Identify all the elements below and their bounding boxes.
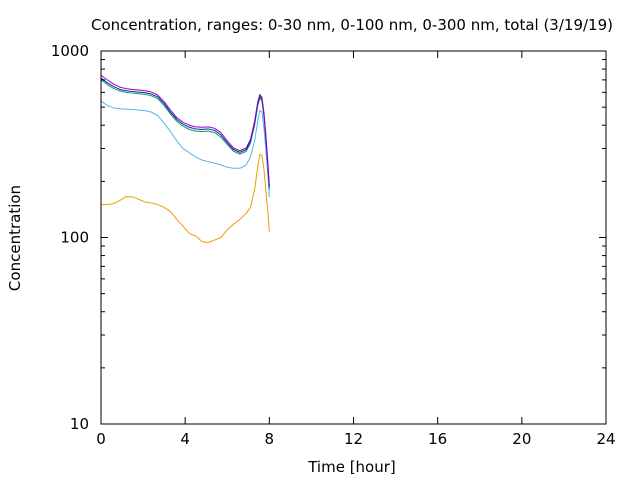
series-line-3 [100, 79, 270, 190]
series-line-4 [100, 77, 270, 188]
plot-frame [100, 50, 607, 425]
axis-ticks: 0 4 8 12 16 20 24 10 100 1000 [51, 42, 616, 448]
x-axis-label: Time [hour] [307, 458, 396, 476]
y-tick-label: 10 [70, 415, 89, 433]
x-tick-label: 16 [428, 430, 447, 448]
x-tick-label: 12 [344, 430, 363, 448]
y-tick-label: 1000 [51, 42, 89, 60]
y-tick-label: 100 [60, 229, 89, 247]
series-line-5 [100, 74, 270, 186]
x-tick-label: 8 [265, 430, 275, 448]
x-tick-label: 20 [512, 430, 531, 448]
x-tick-label: 0 [96, 430, 106, 448]
x-tick-label: 4 [180, 430, 190, 448]
series-line-1 [101, 153, 270, 244]
plot-area [100, 74, 270, 244]
x-tick-label: 24 [596, 430, 615, 448]
series-line-2 [100, 100, 270, 197]
chart-title: Concentration, ranges: 0-30 nm, 0-100 nm… [91, 16, 613, 34]
y-axis-label: Concentration [6, 185, 24, 291]
